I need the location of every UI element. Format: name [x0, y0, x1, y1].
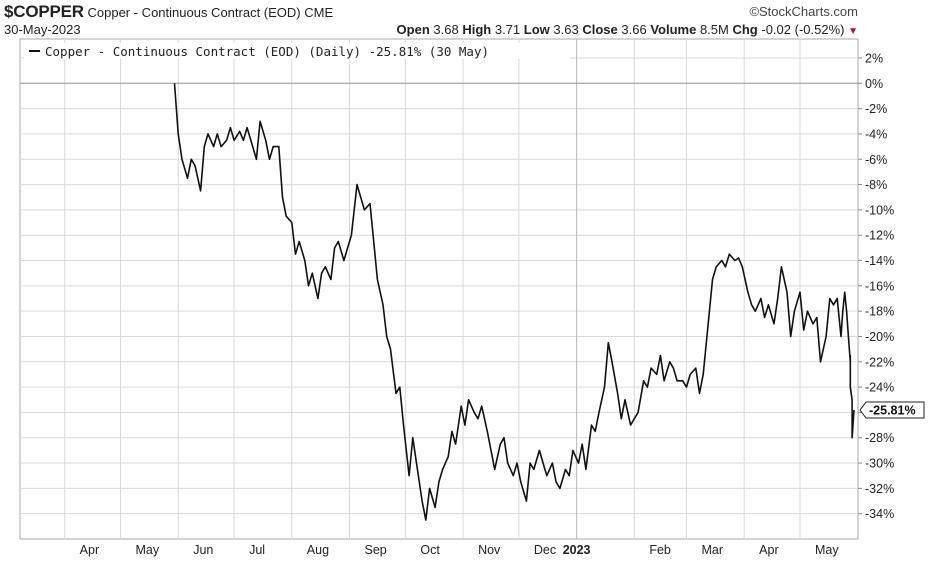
volume-value: 8.5M: [699, 22, 729, 37]
y-axis: 2% 0% -2% -4% -6% -8% -10% -12% -14% -16% -18% -20%…: [858, 51, 894, 521]
date-label: 30-May-2023: [4, 22, 81, 37]
last-value-label: -25.81%: [869, 404, 916, 418]
x-tick-label: Apr: [80, 543, 99, 557]
x-tick-label: Aug: [307, 543, 329, 557]
y-tick-label: -12%: [865, 229, 894, 243]
x-axis: Apr May Jun Jul Aug Sep Oct Nov Dec 2023 Feb Mar Apr…: [80, 543, 840, 557]
y-tick-label: -18%: [865, 305, 894, 319]
y-tick-label: -34%: [865, 507, 894, 521]
x-tick-label: Jun: [193, 543, 213, 557]
last-value-tag: -25.81%: [859, 401, 925, 419]
y-tick-label: -2%: [865, 102, 887, 116]
x-tick-label: May: [136, 543, 160, 557]
x-tick-label: 2023: [563, 543, 591, 557]
instrument-name: Copper - Continuous Contract (EOD): [87, 5, 301, 20]
x-tick-label: Feb: [649, 543, 671, 557]
chart-title: $COPPER Copper - Continuous Contract (EO…: [4, 2, 333, 22]
y-tick-label: -6%: [865, 153, 887, 167]
x-tick-label: Dec: [534, 543, 556, 557]
down-triangle-icon: ▼: [848, 26, 858, 37]
y-tick-label: -14%: [865, 254, 894, 268]
y-tick-label: 2%: [865, 51, 883, 65]
high-label: High: [462, 22, 492, 37]
x-tick-label: Oct: [420, 543, 440, 557]
series-line: [173, 83, 855, 521]
y-tick-label: -30%: [865, 457, 894, 471]
volume-label: Volume: [650, 22, 697, 37]
close-label: Close: [582, 22, 618, 37]
x-tick-label: May: [815, 543, 839, 557]
x-tick-label: Nov: [478, 543, 501, 557]
y-tick-label: -16%: [865, 279, 894, 293]
high-value: 3.71: [494, 22, 521, 37]
y-tick-label: -24%: [865, 381, 894, 395]
y-tick-label: 0%: [865, 77, 883, 91]
chg-value: -0.02 (-0.52%): [761, 22, 845, 37]
plot-frame: [19, 38, 859, 540]
brand-label[interactable]: ©StockCharts.com: [749, 4, 858, 19]
low-label: Low: [523, 22, 550, 37]
y-tick-label: -10%: [865, 203, 894, 217]
chg-label: Chg: [732, 22, 758, 37]
y-tick-label: -32%: [865, 482, 894, 496]
x-tick-label: Mar: [701, 543, 723, 557]
exchange-label: CME: [304, 5, 334, 20]
close-value: 3.66: [621, 22, 647, 37]
y-tick-label: -20%: [865, 330, 894, 344]
y-tick-label: -28%: [865, 431, 894, 445]
x-tick-label: Jul: [249, 543, 265, 557]
quote-stats: Open 3.68 High 3.71 Low 3.63 Close 3.66 …: [397, 22, 858, 37]
y-tick-label: -4%: [865, 127, 887, 141]
open-value: 3.68: [433, 22, 459, 37]
x-tick-label: Sep: [365, 543, 387, 557]
y-tick-label: -8%: [865, 178, 887, 192]
x-tick-label: Apr: [759, 543, 778, 557]
open-label: Open: [396, 22, 430, 37]
legend: Copper - Continuous Contract (EOD) (Dail…: [24, 43, 570, 59]
y-tick-label: -22%: [865, 355, 894, 369]
legend-label: Copper - Continuous Contract (EOD) (Dail…: [45, 44, 489, 59]
low-value: 3.63: [553, 22, 579, 37]
symbol-label: $COPPER: [4, 2, 84, 21]
